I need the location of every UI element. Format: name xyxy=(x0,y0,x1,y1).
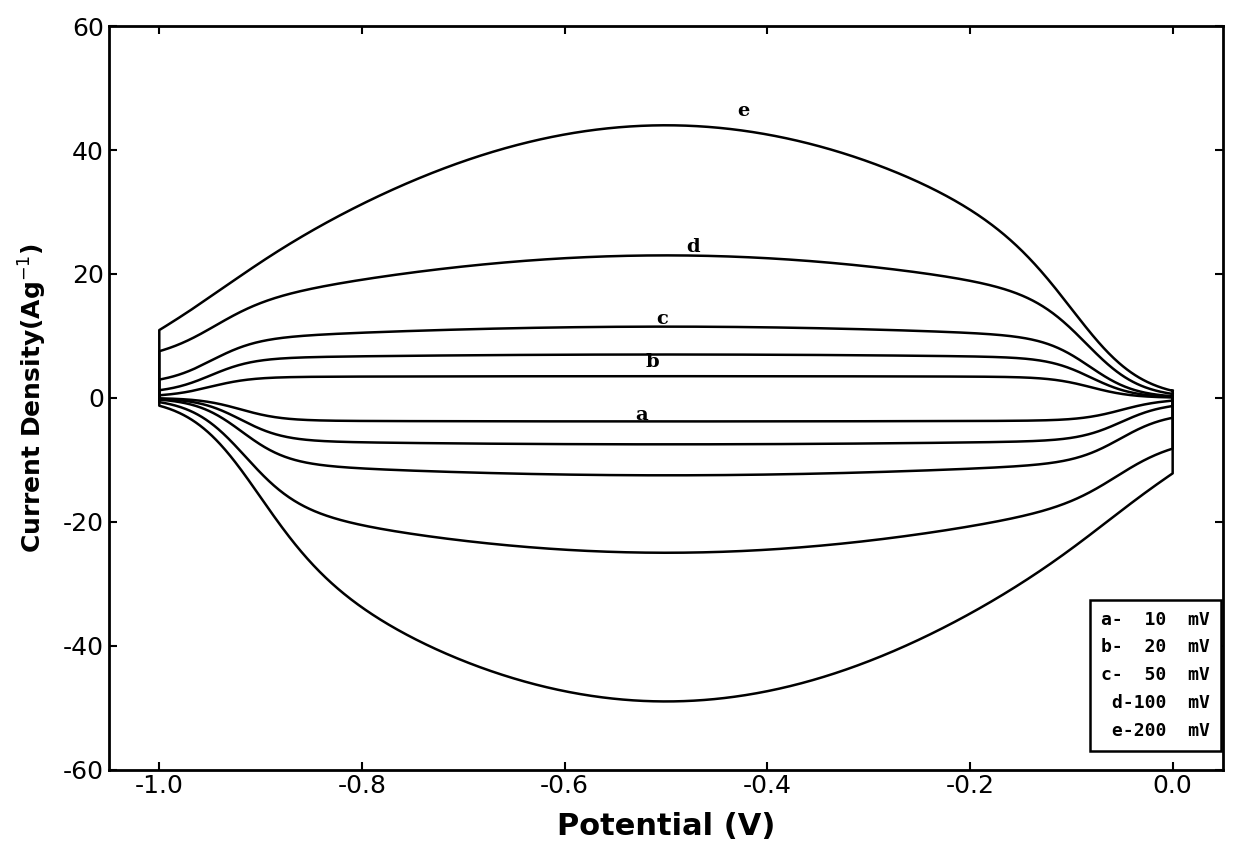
Text: d: d xyxy=(686,239,699,257)
Text: b: b xyxy=(646,353,660,371)
Text: c: c xyxy=(656,310,667,328)
Text: a: a xyxy=(636,406,649,424)
Y-axis label: Current Density(Ag$^{-1}$): Current Density(Ag$^{-1}$) xyxy=(16,243,48,553)
Text: e: e xyxy=(737,102,749,120)
Text: a-  10  mV
b-  20  mV
c-  50  mV
d-100  mV
e-200  mV: a- 10 mV b- 20 mV c- 50 mV d-100 mV e-20… xyxy=(1101,611,1210,740)
X-axis label: Potential (V): Potential (V) xyxy=(557,813,775,842)
